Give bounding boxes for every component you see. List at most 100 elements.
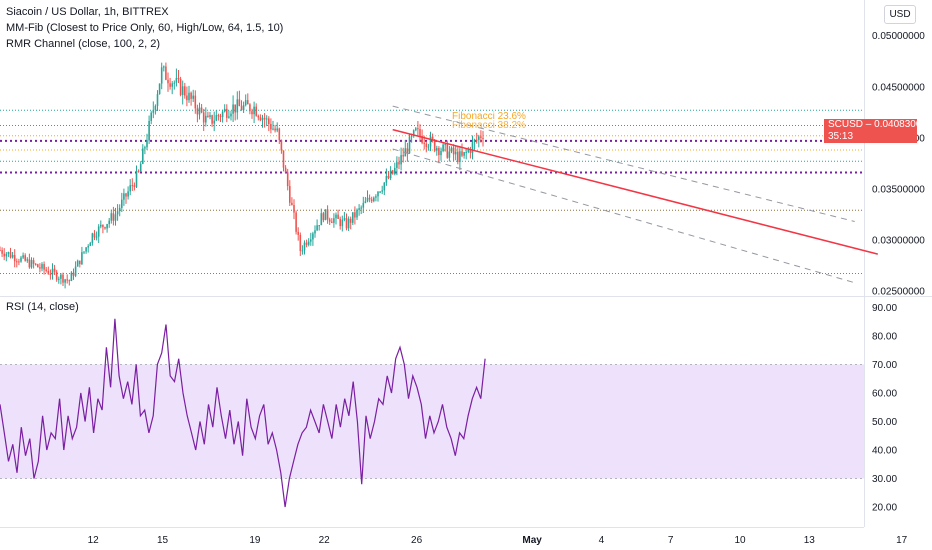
candle-body: [373, 197, 375, 202]
candle-body: [211, 115, 213, 124]
candle-body: [452, 147, 455, 155]
indicator-rmr-channel[interactable]: RMR Channel (close, 100, 2, 2): [6, 38, 161, 50]
candle-body: [274, 128, 276, 131]
indicator-mm-fib[interactable]: MM-Fib (Closest to Price Only, 60, High/…: [6, 22, 284, 34]
candle-body: [53, 268, 56, 272]
candle-body: [387, 175, 390, 179]
rsi-tick-label: 70.00: [872, 360, 897, 371]
candle-body: [127, 191, 129, 197]
candle-body: [169, 83, 171, 87]
price-tick-label: 0.04500000: [872, 82, 925, 93]
channel-bound-line: [392, 105, 855, 222]
candle-body: [95, 236, 98, 238]
candle-body: [446, 144, 449, 158]
candle-body: [228, 116, 230, 118]
candle-body: [223, 108, 226, 112]
fib-label-23: Fibonacci 23.6%: [452, 111, 526, 122]
candle-body: [51, 268, 54, 275]
candle-body: [375, 196, 377, 198]
candle-body: [232, 104, 234, 114]
candle-body: [289, 186, 291, 203]
candle-body: [442, 144, 444, 151]
candle-body: [76, 260, 79, 267]
candle-body: [215, 115, 218, 121]
symbol-title[interactable]: Siacoin / US Dollar, 1h, BITTREX: [6, 6, 169, 18]
candle-body: [129, 185, 131, 192]
candle-body: [108, 220, 110, 225]
price-axis[interactable]: 0.050000000.045000000.040000000.03500000…: [872, 31, 925, 297]
time-axis[interactable]: 12 15 19 22 26 May 4 7 10 13 17: [88, 535, 908, 546]
candle-body: [242, 105, 245, 111]
time-tick-label: May: [522, 535, 542, 546]
candle-body: [244, 100, 247, 106]
candle-body: [207, 115, 209, 117]
candle-body: [163, 66, 165, 68]
candle-body: [7, 252, 10, 254]
candle-body: [360, 207, 362, 209]
candle-body: [181, 86, 184, 95]
candle-body: [341, 219, 344, 227]
candle-body: [190, 92, 192, 99]
candle-body: [381, 190, 383, 192]
candle-body: [150, 112, 152, 121]
candle-body: [425, 143, 428, 147]
candle-body: [415, 128, 417, 131]
rsi-title[interactable]: RSI (14, close): [6, 301, 79, 313]
candle-body: [333, 218, 335, 223]
candle-body: [364, 201, 367, 203]
candle-body: [318, 225, 320, 227]
candles: [0, 62, 484, 289]
candle-body: [257, 115, 260, 118]
candle-body: [463, 152, 465, 156]
candle-body: [347, 218, 350, 229]
candle-body: [301, 250, 304, 252]
candle-body: [255, 106, 257, 116]
candle-body: [249, 104, 251, 112]
candle-body: [34, 263, 37, 265]
candle-body: [240, 106, 243, 111]
candle-body: [326, 209, 329, 220]
time-tick-label: 7: [668, 535, 674, 546]
candle-body: [32, 260, 35, 264]
candle-body: [272, 128, 274, 130]
candle-body: [291, 202, 293, 205]
time-tick-label: 10: [734, 535, 746, 546]
candle-body: [444, 144, 446, 146]
candle-body: [0, 250, 1, 252]
candle-body: [406, 148, 409, 154]
candle-body: [123, 193, 125, 200]
candle-body: [412, 130, 415, 136]
candle-body: [343, 218, 346, 220]
time-tick-label: 26: [411, 535, 423, 546]
price-tick-label: 0.03000000: [872, 235, 925, 246]
candle-body: [349, 218, 352, 223]
candle-body: [261, 117, 264, 121]
candle-body: [465, 151, 467, 153]
currency-button[interactable]: USD: [884, 5, 916, 24]
candle-body: [74, 266, 77, 276]
candle-body: [219, 116, 222, 118]
candle-body: [385, 175, 388, 183]
candle-body: [66, 279, 68, 281]
candle-body: [60, 274, 62, 279]
candle-body: [379, 191, 381, 193]
candle-body: [478, 136, 480, 140]
candle-body: [70, 272, 73, 281]
price-tag-value: 0.04083000: [874, 119, 927, 130]
candle-body: [196, 108, 199, 115]
rsi-band: [0, 363, 864, 480]
candle-body: [431, 136, 434, 141]
candle-body: [356, 209, 358, 218]
price-tag-countdown: 35:13: [828, 131, 854, 142]
candle-body: [236, 99, 239, 113]
last-price-tag: SCUSD – 0.04083000 35:13: [824, 119, 927, 143]
rsi-axis[interactable]: 90.00 80.00 70.00 60.00 50.00 40.00 30.00 20.00: [872, 303, 897, 514]
candle-body: [459, 151, 461, 162]
candle-body: [454, 151, 457, 155]
candle-body: [394, 167, 396, 174]
candle-body: [47, 270, 50, 275]
candle-body: [97, 226, 100, 237]
candle-body: [89, 242, 92, 247]
candle-body: [331, 221, 333, 223]
